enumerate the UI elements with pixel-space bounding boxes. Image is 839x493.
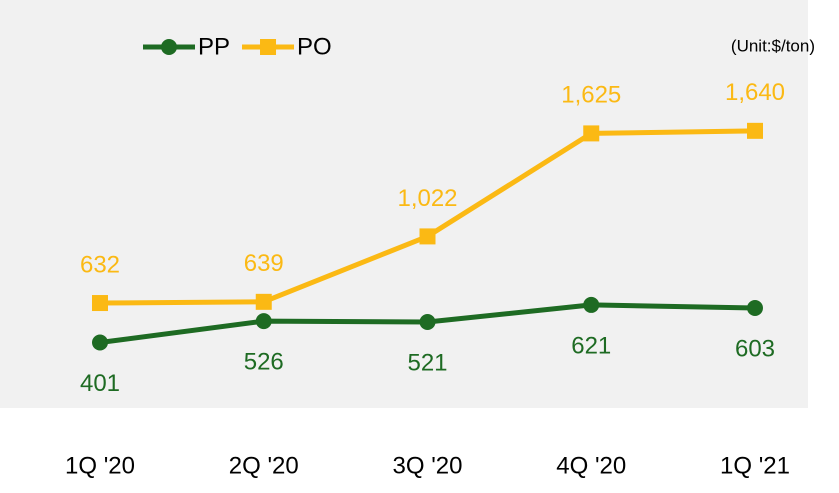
marker xyxy=(255,313,272,330)
marker xyxy=(583,125,600,142)
data-label: 1,640 xyxy=(725,79,785,106)
data-label: 621 xyxy=(571,332,611,359)
marker xyxy=(255,293,272,310)
x-tick-label: 3Q '20 xyxy=(393,452,463,479)
data-label: 1,625 xyxy=(561,82,621,109)
data-label: 401 xyxy=(80,370,120,397)
marker xyxy=(419,313,436,330)
marker xyxy=(419,228,436,245)
data-label: 632 xyxy=(80,251,120,278)
legend-label: PP xyxy=(198,33,230,60)
data-label: 639 xyxy=(244,250,284,277)
data-label: 603 xyxy=(735,335,775,362)
marker xyxy=(747,299,763,316)
legend-marker xyxy=(161,39,177,55)
marker xyxy=(92,334,108,351)
x-tick-label: 1Q '20 xyxy=(65,452,135,479)
marker xyxy=(583,296,600,313)
unit-annotation: (Unit:$/ton) xyxy=(731,36,815,55)
x-tick-label: 1Q '21 xyxy=(720,452,790,479)
data-label: 521 xyxy=(407,349,447,376)
marker xyxy=(92,295,108,312)
data-label: 526 xyxy=(244,348,284,375)
x-tick-label: 2Q '20 xyxy=(229,452,299,479)
legend-marker xyxy=(260,39,277,55)
data-label: 1,022 xyxy=(397,185,457,212)
x-tick-label: 4Q '20 xyxy=(556,452,626,479)
legend-label: PO xyxy=(297,33,332,60)
marker xyxy=(747,122,763,139)
